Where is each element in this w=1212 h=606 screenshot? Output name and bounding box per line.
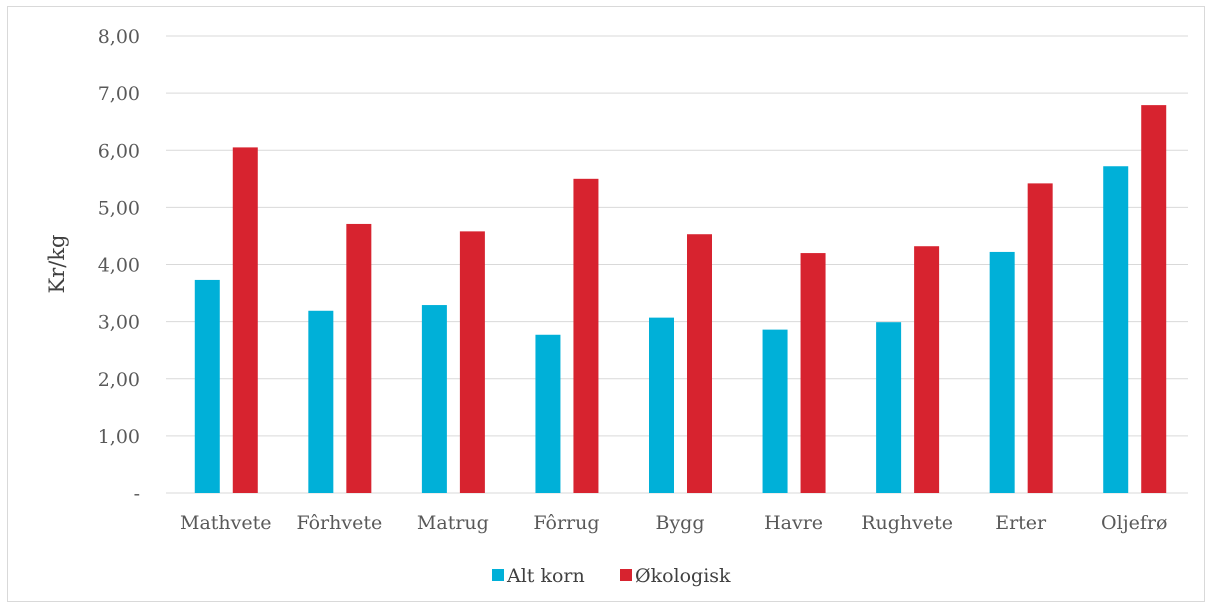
- bar-alt-korn-8: [1103, 166, 1129, 493]
- bar-alt-korn-2: [421, 305, 447, 493]
- bar-okologisk-2: [459, 231, 485, 493]
- x-tick-label: Rughvete: [861, 512, 953, 534]
- bar-okologisk-3: [573, 178, 599, 493]
- bar-okologisk-0: [232, 147, 258, 494]
- y-tick-label: 2,00: [98, 369, 140, 391]
- y-tick-label: 7,00: [98, 83, 140, 105]
- x-tick-label: Fôrrug: [533, 512, 599, 534]
- bar-okologisk-6: [914, 246, 940, 493]
- bar-alt-korn-0: [194, 279, 220, 493]
- x-tick-label: Fôrhvete: [296, 512, 382, 534]
- y-axis-label: Kr/kg: [45, 235, 69, 294]
- y-tick-label: 4,00: [98, 255, 140, 277]
- bar-alt-korn-7: [989, 251, 1015, 493]
- x-tick-label: Matrug: [417, 512, 489, 534]
- legend-label: Økologisk: [635, 565, 731, 587]
- bar-alt-korn-3: [535, 334, 561, 493]
- bar-okologisk-7: [1027, 183, 1053, 493]
- y-tick-label: -: [134, 483, 140, 505]
- y-axis-ticks: - 1,00 2,00 3,00 4,00 5,00 6,00 7,00 8,00: [98, 26, 140, 505]
- bar-okologisk-8: [1141, 105, 1167, 493]
- y-tick-label: 3,00: [98, 312, 140, 334]
- legend-swatch-alt-korn: [492, 569, 504, 581]
- y-tick-label: 5,00: [98, 197, 140, 219]
- legend-swatch-okologisk: [620, 569, 632, 581]
- x-axis-ticks: Mathvete Fôrhvete Matrug Fôrrug Bygg Havre Rug…: [180, 512, 1167, 534]
- y-tick-label: 1,00: [98, 426, 140, 448]
- x-tick-label: Bygg: [655, 512, 704, 534]
- bars: [194, 105, 1167, 494]
- bar-alt-korn-1: [308, 310, 334, 493]
- y-tick-label: 8,00: [98, 26, 140, 48]
- legend-label: Alt korn: [506, 565, 585, 587]
- gridlines: [166, 35, 1188, 494]
- bar-alt-korn-4: [649, 317, 674, 493]
- x-tick-label: Oljefrø: [1101, 512, 1167, 534]
- bar-okologisk-1: [346, 223, 372, 493]
- y-tick-label: 6,00: [98, 140, 140, 162]
- x-tick-label: Havre: [764, 512, 823, 534]
- bar-okologisk-4: [687, 234, 712, 493]
- x-tick-label: Erter: [995, 512, 1047, 534]
- bar-alt-korn-5: [762, 329, 788, 493]
- bar-alt-korn-6: [876, 322, 902, 493]
- x-tick-label: Mathvete: [180, 512, 272, 534]
- legend: Alt korn Økologisk: [492, 565, 731, 587]
- bar-okologisk-5: [800, 253, 826, 493]
